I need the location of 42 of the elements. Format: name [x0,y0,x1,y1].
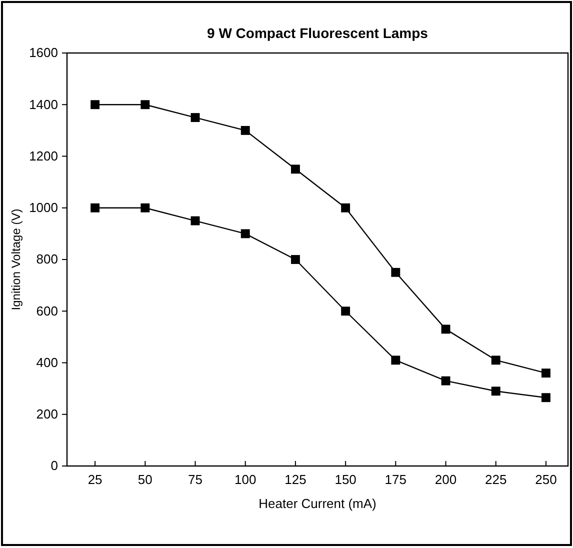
point [341,306,350,316]
x-tick-label: 25 [88,472,102,488]
point [391,356,400,365]
point [290,255,300,264]
y-tick-label: 600 [36,303,58,318]
y-tick-label: 200 [36,406,58,422]
point [290,164,300,174]
y-tick-label: 400 [36,354,58,370]
point [441,324,450,334]
point [341,203,350,212]
x-tick-label: 200 [434,472,457,488]
x-tick-label: 225 [485,472,507,488]
point [240,126,250,135]
y-tick-label: 0 [50,458,58,474]
point [491,356,500,365]
x-tick-label: 100 [234,472,256,488]
chart-title: 9 W Compact Fluorescent Lamps [207,25,428,41]
point [541,393,550,402]
x-tick-label: 125 [284,472,306,488]
point [140,203,150,212]
point [541,368,550,378]
x-tick-label: 150 [334,472,356,488]
point [240,229,250,238]
x-axis-title: Heater Current (mA) [258,496,376,511]
x-tick-label: 75 [188,472,202,488]
x-tick-label: 175 [384,472,407,488]
y-tick-label: 1000 [29,200,58,216]
y-tick-label: 800 [36,252,58,267]
point [190,216,200,226]
y-tick-label: 1600 [29,45,58,60]
point [190,113,200,122]
point [491,386,500,396]
y-axis-title: Ignition Voltage (V) [9,208,23,310]
x-tick-label: 50 [138,472,152,488]
point [90,100,100,110]
y-tick-label: 1400 [29,96,58,112]
point [441,376,450,386]
point [391,268,400,277]
point [90,203,100,212]
x-tick-label: 250 [535,472,557,488]
point [140,100,150,110]
y-tick-label: 1200 [29,148,58,164]
